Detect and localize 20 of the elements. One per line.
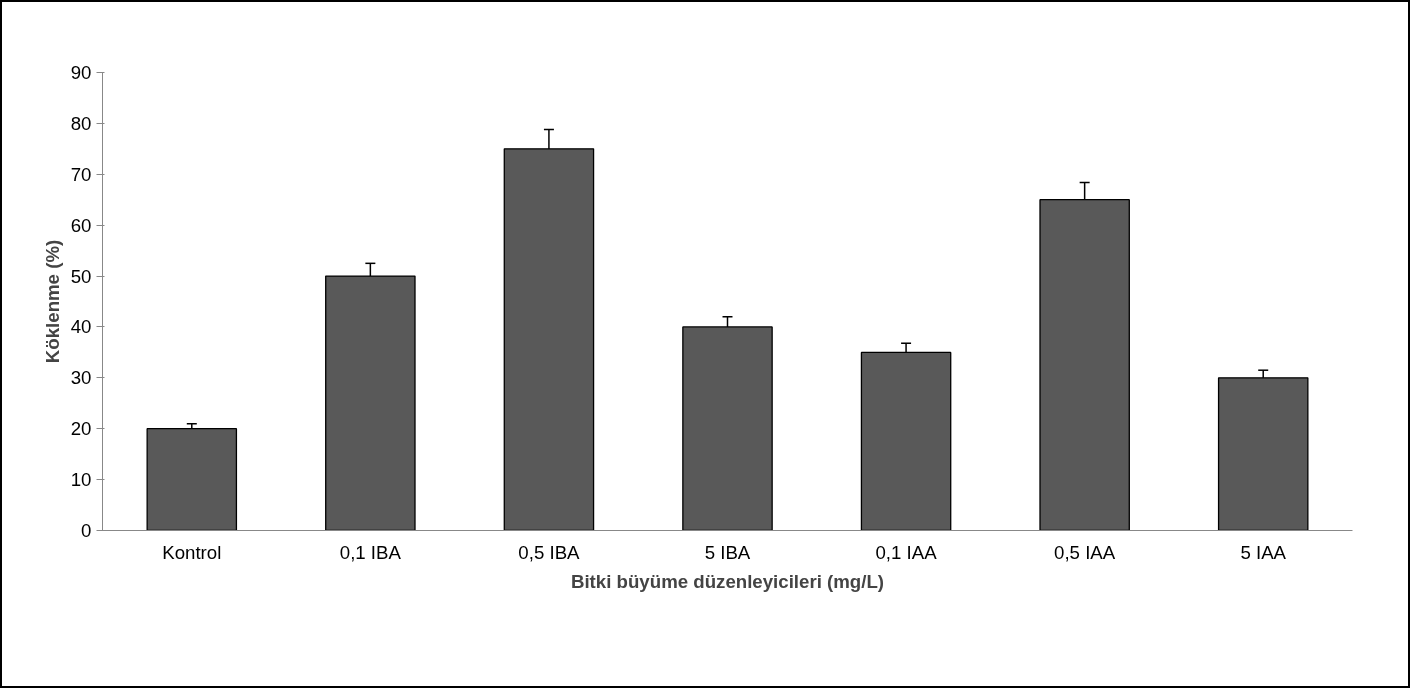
x-tick-label: 5 IBA — [704, 541, 751, 563]
y-tick-label: 50 — [70, 265, 92, 287]
y-tick-label: 40 — [70, 316, 92, 338]
y-tick-label: 20 — [70, 418, 92, 440]
y-tick-label: 90 — [70, 62, 92, 83]
y-tick-label: 30 — [70, 367, 92, 389]
y-tick-label: 80 — [70, 112, 92, 134]
x-tick-label: 0,1 IAA — [875, 541, 938, 563]
y-tick-label: 10 — [70, 469, 92, 491]
x-tick-label: 5 IAA — [1240, 541, 1287, 563]
y-tick-label: 0 — [81, 520, 92, 541]
x-tick-label: 0,5 IAA — [1054, 541, 1116, 563]
y-axis-title: Köklenme (%) — [41, 239, 63, 364]
x-tick-label: 0,1 IBA — [339, 541, 402, 563]
y-tick-label: 60 — [70, 214, 92, 236]
x-tick-label: 0,5 IBA — [518, 541, 581, 563]
x-tick-label: Kontrol — [162, 541, 222, 563]
bar — [146, 428, 238, 531]
x-axis-title: Bitki büyüme düzenleyicileri (mg/L) — [570, 570, 885, 592]
y-tick-label: 70 — [70, 163, 92, 185]
